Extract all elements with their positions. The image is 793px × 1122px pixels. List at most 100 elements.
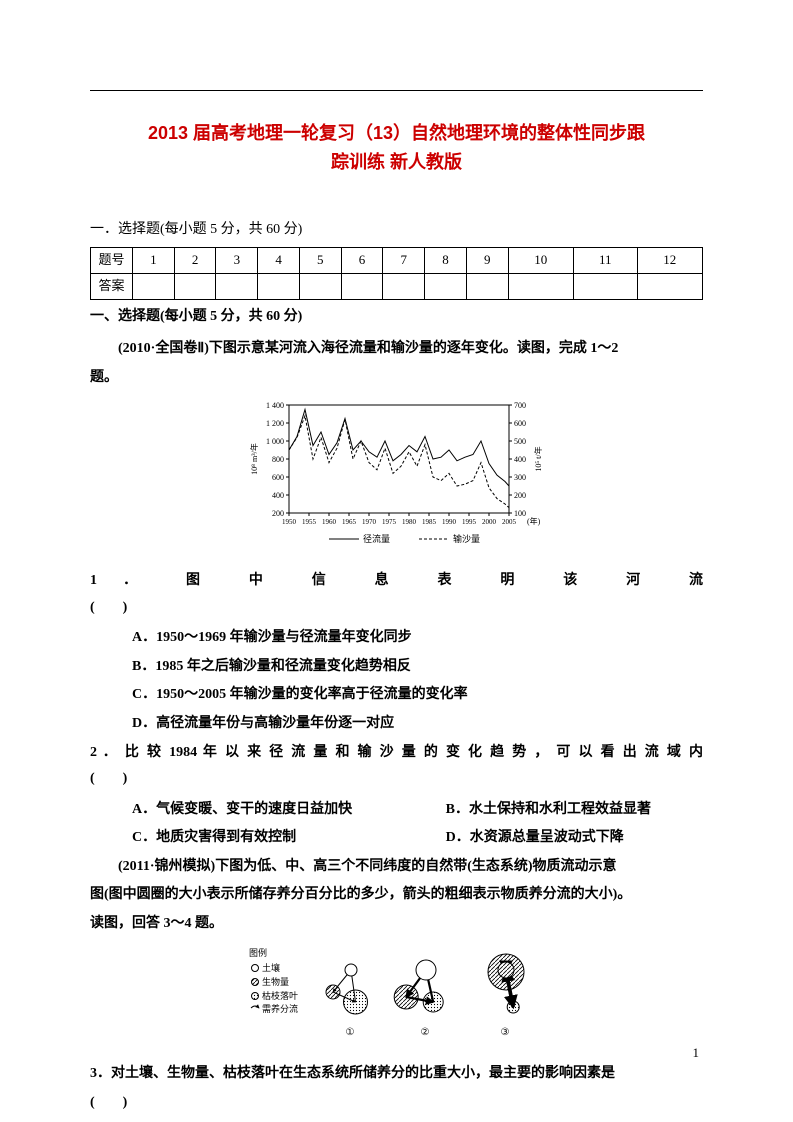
col-head: 12 xyxy=(637,248,702,274)
q1-opt-b: B．1985 年之后输沙量和径流量变化趋势相反 xyxy=(90,654,703,681)
svg-text:500: 500 xyxy=(514,437,526,446)
svg-text:土壤: 土壤 xyxy=(262,962,280,973)
svg-text:图例: 图例 xyxy=(249,947,267,958)
chart-1-icon: 1 400 1 200 1 000 800 600 400 200 700 600 500 400 3… xyxy=(247,397,547,547)
svg-text:1980: 1980 xyxy=(402,518,417,526)
section-head-1: 一．选择题(每小题 5 分，共 60 分) xyxy=(90,217,703,244)
q2-stem: 2 ． 比 较 1984 年 以 来 径 流 量 和 输 沙 量 的 变 化 趋… xyxy=(90,740,703,767)
col-head: 9 xyxy=(466,248,508,274)
answer-cell xyxy=(466,273,508,299)
q2-opt-c: C．地质灾害得到有效控制 xyxy=(132,830,296,845)
col-head: 6 xyxy=(341,248,383,274)
answer-cell xyxy=(341,273,383,299)
answer-cell xyxy=(383,273,425,299)
svg-text:1950: 1950 xyxy=(282,518,297,526)
col-head: 10 xyxy=(508,248,573,274)
chart-1-wrap: 1 400 1 200 1 000 800 600 400 200 700 600 500 400 3… xyxy=(90,397,703,558)
q2-opt-b: B．水土保持和水利工程效益显著 xyxy=(446,797,651,824)
col-head: 2 xyxy=(174,248,216,274)
top-rule xyxy=(90,90,703,91)
answer-cell xyxy=(508,273,573,299)
svg-text:400: 400 xyxy=(514,455,526,464)
svg-text:1990: 1990 xyxy=(442,518,457,526)
diagram-2-icon: 图例土壤生物量枯枝落叶需养分流 ① ② ③ xyxy=(247,946,547,1041)
row-label: 答案 xyxy=(91,273,133,299)
answer-cell xyxy=(637,273,702,299)
svg-text:400: 400 xyxy=(272,491,284,500)
svg-text:生物量: 生物量 xyxy=(262,976,289,987)
svg-text:600: 600 xyxy=(272,473,284,482)
intro-1b: 题。 xyxy=(90,365,703,392)
svg-text:800: 800 xyxy=(272,455,284,464)
svg-text:1970: 1970 xyxy=(362,518,377,526)
col-head: 8 xyxy=(425,248,467,274)
intro-1a: (2010·全国卷Ⅱ)下图示意某河流入海径流量和输沙量的逐年变化。读图，完成 1… xyxy=(90,336,703,363)
svg-text:2000: 2000 xyxy=(482,518,497,526)
svg-text:①: ① xyxy=(345,1027,354,1038)
answer-cell xyxy=(133,273,175,299)
svg-text:②: ② xyxy=(420,1027,429,1038)
svg-text:1995: 1995 xyxy=(462,518,477,526)
svg-text:径流量: 径流量 xyxy=(363,533,390,544)
table-row: 题号 1 2 3 4 5 6 7 8 9 10 11 12 xyxy=(91,248,703,274)
svg-text:需养分流: 需养分流 xyxy=(262,1003,298,1014)
svg-text:1 400: 1 400 xyxy=(266,401,284,410)
diagram-2-wrap: 图例土壤生物量枯枝落叶需养分流 ① ② ③ xyxy=(90,946,703,1052)
svg-text:2005: 2005 xyxy=(502,518,517,526)
answer-cell xyxy=(573,273,637,299)
svg-text:1955: 1955 xyxy=(302,518,317,526)
section-head-bold: 一、选择题(每小题 5 分，共 60 分) xyxy=(90,304,703,331)
svg-text:(年): (年) xyxy=(527,516,541,526)
title-line2: 踪训练 新人教版 xyxy=(331,152,462,172)
svg-text:1965: 1965 xyxy=(342,518,357,526)
answer-cell xyxy=(425,273,467,299)
svg-text:300: 300 xyxy=(514,473,526,482)
intro-2b: 图(图中圆圈的大小表示所储存养分百分比的多少，箭头的粗细表示物质养分流的大小)。 xyxy=(90,882,703,909)
answer-cell xyxy=(299,273,341,299)
svg-text:1 200: 1 200 xyxy=(266,419,284,428)
svg-text:1985: 1985 xyxy=(422,518,437,526)
answer-cell xyxy=(258,273,300,299)
row-label: 题号 xyxy=(91,248,133,274)
col-head: 11 xyxy=(573,248,637,274)
svg-text:600: 600 xyxy=(514,419,526,428)
svg-text:1975: 1975 xyxy=(382,518,397,526)
q2-opt-d: D．水资源总量呈波动式下降 xyxy=(446,825,624,852)
intro-2a: (2011·锦州模拟)下图为低、中、高三个不同纬度的自然带(生态系统)物质流动示… xyxy=(90,854,703,881)
svg-text:1 000: 1 000 xyxy=(266,437,284,446)
table-row: 答案 xyxy=(91,273,703,299)
svg-text:200: 200 xyxy=(272,509,284,518)
page-number: 1 xyxy=(693,1041,700,1066)
q3-stem-b: ( ) xyxy=(90,1090,703,1117)
svg-text:10⁵ t/年: 10⁵ t/年 xyxy=(533,447,543,472)
intro-2c: 读图，回答 3～4 题。 xyxy=(90,911,703,938)
svg-text:枯枝落叶: 枯枝落叶 xyxy=(262,990,298,1001)
col-head: 7 xyxy=(383,248,425,274)
col-head: 4 xyxy=(258,248,300,274)
q2-opt-row1: A．气候变暖、变干的速度日益加快 B．水土保持和水利工程效益显著 xyxy=(90,797,703,824)
title-line1: 2013 届高考地理一轮复习（13）自然地理环境的整体性同步跟 xyxy=(148,123,645,143)
q2-stem-paren: ( ) xyxy=(90,766,703,793)
svg-text:200: 200 xyxy=(514,491,526,500)
answer-cell xyxy=(174,273,216,299)
q2-opt-row2: C．地质灾害得到有效控制 D．水资源总量呈波动式下降 xyxy=(90,825,703,852)
q3-stem-a: 3．对土壤、生物量、枯枝落叶在生态系统所储养分的比重大小，最主要的影响因素是 xyxy=(90,1061,703,1088)
col-head: 1 xyxy=(133,248,175,274)
answer-table: 题号 1 2 3 4 5 6 7 8 9 10 11 12 答案 xyxy=(90,247,703,299)
q1-stem-paren: ( ) xyxy=(90,595,703,622)
q1-stem: 1 ． 图 中 信 息 表 明 该 河 流 xyxy=(90,568,703,595)
answer-cell xyxy=(216,273,258,299)
q1-opt-a: A．1950～1969 年输沙量与径流量年变化同步 xyxy=(90,625,703,652)
svg-text:输沙量: 输沙量 xyxy=(453,533,480,544)
svg-text:③: ③ xyxy=(500,1027,509,1038)
doc-title: 2013 届高考地理一轮复习（13）自然地理环境的整体性同步跟 踪训练 新人教版 xyxy=(90,119,703,177)
q1-opt-d: D．高径流量年份与高输沙量年份逐一对应 xyxy=(90,711,703,738)
svg-text:700: 700 xyxy=(514,401,526,410)
col-head: 3 xyxy=(216,248,258,274)
q2-opt-a: A．气候变暖、变干的速度日益加快 xyxy=(132,802,352,817)
svg-text:100: 100 xyxy=(514,509,526,518)
q1-opt-c: C．1950～2005 年输沙量的变化率高于径流量的变化率 xyxy=(90,682,703,709)
col-head: 5 xyxy=(299,248,341,274)
svg-text:10⁸ m³/年: 10⁸ m³/年 xyxy=(249,444,259,476)
svg-text:1960: 1960 xyxy=(322,518,337,526)
